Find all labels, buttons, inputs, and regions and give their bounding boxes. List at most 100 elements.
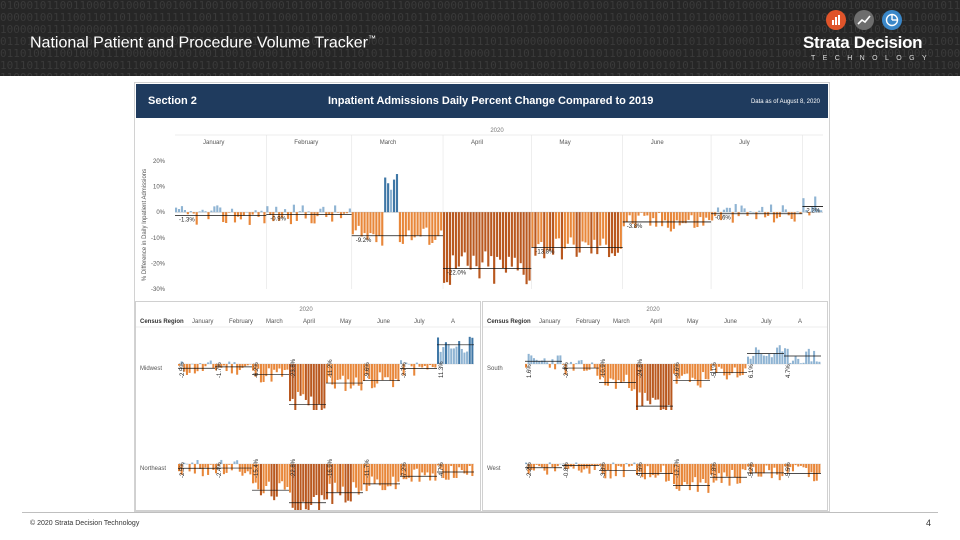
daily-bar: [307, 464, 310, 510]
daily-bar: [407, 212, 410, 231]
daily-bar: [651, 464, 654, 476]
daily-bar: [244, 464, 247, 474]
monthly-average-label: -15.4%: [254, 458, 260, 478]
daily-bar: [418, 464, 421, 482]
daily-bar: [776, 464, 779, 475]
daily-bar: [715, 364, 718, 373]
daily-bar: [686, 464, 689, 485]
daily-bar: [593, 464, 596, 471]
daily-bar: [398, 212, 401, 243]
daily-bar: [458, 464, 461, 468]
daily-bar: [665, 464, 668, 482]
daily-bar: [554, 364, 557, 370]
daily-bar: [348, 208, 351, 213]
daily-bar: [810, 464, 813, 473]
daily-bar: [262, 464, 265, 494]
bar-chart-icon: [826, 10, 846, 30]
daily-bar: [569, 212, 572, 238]
daily-bar: [386, 464, 389, 487]
region-panel-right: 2020 Census Region January February March Apr…: [482, 301, 828, 511]
daily-bar: [487, 212, 490, 267]
daily-bar: [225, 364, 228, 372]
daily-bar: [331, 212, 334, 222]
daily-bar: [683, 464, 686, 483]
monthly-average-label: -2.4%: [217, 462, 223, 478]
daily-bar: [815, 464, 818, 481]
daily-bar: [607, 212, 611, 258]
daily-bar: [262, 364, 265, 382]
region-panel-left: 2020 Census Region January February March Apr…: [135, 301, 481, 511]
daily-bar: [757, 349, 760, 364]
daily-bar: [207, 464, 210, 475]
daily-bar: [781, 351, 784, 364]
monthly-average-label: 11.3%: [439, 361, 445, 378]
daily-bar: [390, 189, 393, 213]
daily-bar: [778, 212, 781, 218]
daily-bar: [292, 204, 295, 213]
daily-bar: [601, 464, 604, 474]
daily-bar: [360, 212, 363, 237]
daily-bar: [620, 464, 623, 467]
daily-bar: [559, 463, 562, 465]
daily-bar: [752, 212, 755, 213]
daily-bar: [799, 212, 802, 214]
month-label: April: [303, 319, 315, 325]
daily-bar: [386, 364, 389, 378]
daily-bar: [180, 361, 183, 364]
daily-bar: [675, 212, 678, 221]
daily-bar: [577, 464, 580, 471]
daily-bar: [575, 462, 578, 464]
daily-bar: [791, 464, 794, 472]
daily-bar: [333, 464, 336, 483]
daily-bar: [781, 464, 784, 477]
daily-bar: [584, 212, 587, 243]
daily-bar: [392, 364, 395, 388]
daily-bar: [199, 363, 202, 364]
trend-line-icon: [854, 10, 874, 30]
daily-bar: [534, 212, 537, 256]
daily-bar: [694, 364, 697, 380]
daily-bar: [556, 464, 559, 467]
daily-bar: [646, 464, 649, 467]
daily-bar: [654, 464, 657, 478]
daily-bar: [312, 464, 315, 497]
daily-bar: [254, 364, 257, 377]
daily-bar: [587, 212, 590, 246]
daily-bar: [606, 364, 609, 386]
daily-bar: [372, 212, 375, 235]
daily-bar: [761, 206, 764, 213]
daily-bar: [347, 464, 350, 501]
daily-bar: [641, 364, 644, 407]
daily-bar: [769, 204, 773, 213]
daily-bar: [204, 364, 207, 367]
daily-bar: [643, 364, 646, 393]
daily-bar: [381, 364, 384, 381]
monthly-average-label: -10.9%: [601, 358, 607, 378]
daily-bar: [225, 212, 228, 224]
daily-bar: [344, 464, 347, 503]
daily-bar: [744, 464, 747, 471]
monthly-average-label: -1.3%: [179, 218, 195, 224]
daily-bar: [178, 364, 181, 366]
monthly-average-label: -2.5%: [180, 462, 186, 478]
daily-bar: [617, 464, 620, 467]
daily-bar: [442, 347, 445, 364]
daily-bar: [336, 364, 339, 380]
daily-bar: [421, 364, 424, 368]
daily-bar: [437, 212, 440, 237]
daily-bar: [567, 464, 570, 469]
daily-bar: [765, 464, 768, 466]
daily-bar: [649, 212, 652, 226]
daily-bar: [454, 212, 457, 269]
daily-bar: [609, 464, 612, 479]
daily-bar: [265, 364, 268, 377]
daily-bar: [789, 362, 792, 364]
daily-bar: [620, 364, 623, 383]
daily-bar: [580, 360, 583, 364]
monthly-average-label: -5.5%: [638, 462, 644, 478]
daily-bar: [554, 212, 558, 239]
daily-bar: [304, 464, 307, 510]
daily-bar: [772, 212, 776, 223]
daily-bar: [702, 364, 705, 373]
daily-bar: [625, 364, 628, 375]
